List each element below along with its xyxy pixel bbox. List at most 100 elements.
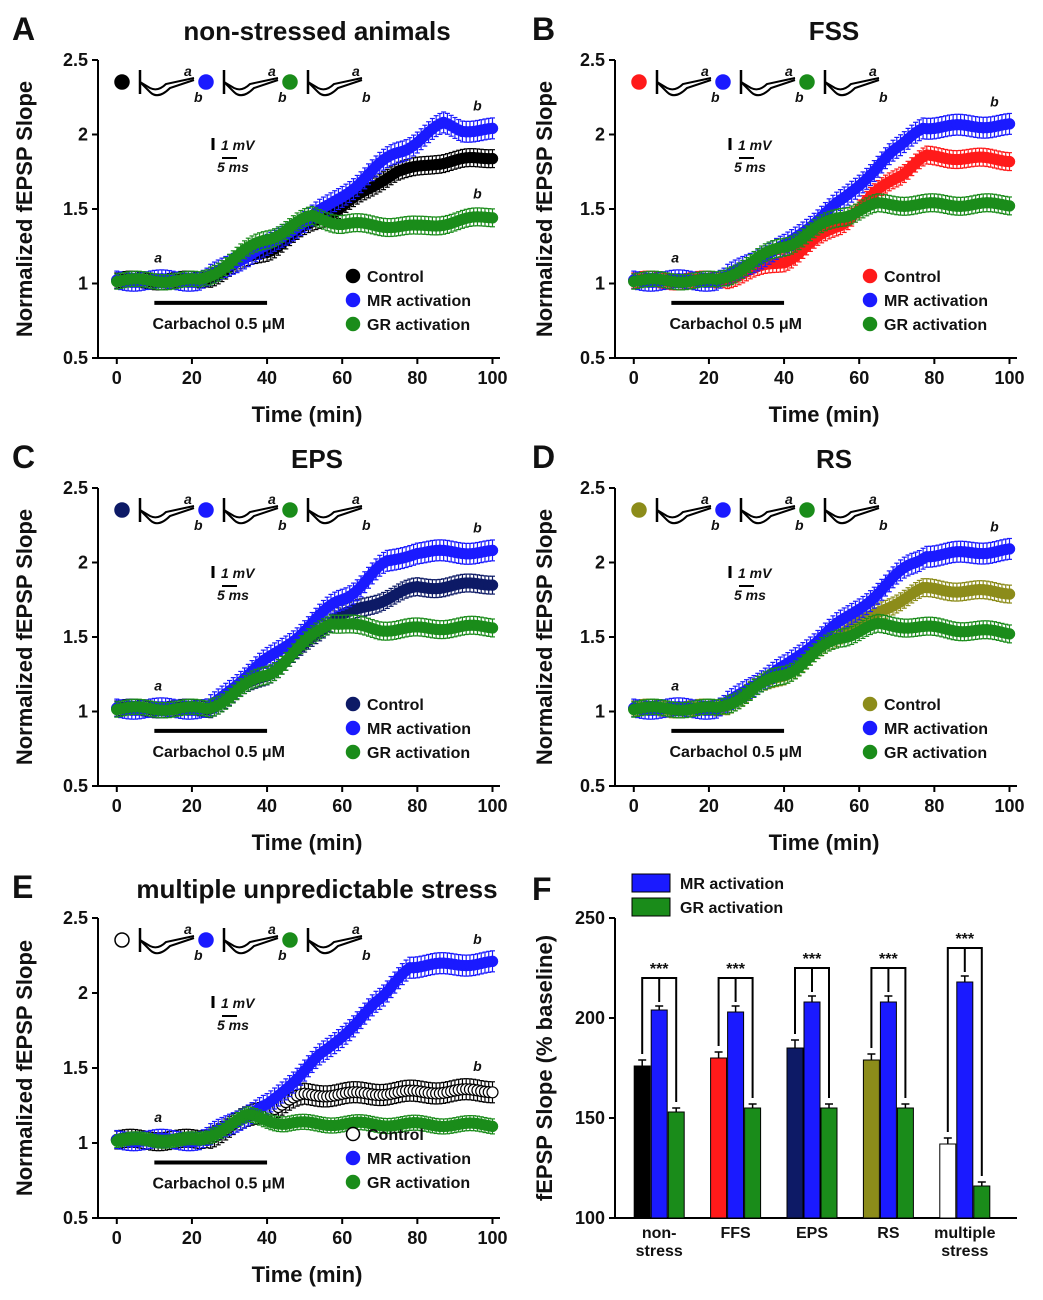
carbachol-label: Carbachol 0.5 μM (152, 744, 285, 761)
data-point (1003, 543, 1016, 555)
series-gr-activation (111, 205, 499, 291)
trace-b (740, 79, 796, 97)
legend-label: MR activation (884, 293, 988, 310)
trace-label-b: b (194, 517, 203, 533)
y-tick-label: 1.5 (63, 627, 88, 647)
trace-label-b: b (711, 89, 720, 105)
trace-dot (715, 74, 731, 90)
trace-inset-mr-activation: ab (198, 491, 287, 533)
data-point (1003, 118, 1016, 130)
trace-a (307, 505, 363, 519)
trace-inset-mr-activation: ab (198, 63, 287, 105)
data-point (486, 212, 499, 224)
data-point (1003, 200, 1016, 212)
legend-marker (862, 268, 878, 284)
legend-marker (345, 268, 361, 284)
y-tick-label: 0.5 (580, 348, 605, 368)
scale-mv: 1 mV (738, 137, 773, 153)
y-tick-label: 1.5 (63, 199, 88, 219)
trace-dot (631, 74, 647, 90)
trace-a (656, 77, 712, 91)
trace-dot (282, 74, 298, 90)
x-tick-label: 100 (994, 796, 1024, 816)
panel-title: RS (816, 444, 852, 474)
x-tick-label: 60 (849, 368, 869, 388)
trace-label-b: b (278, 517, 287, 533)
y-tick-label: 0.5 (580, 776, 605, 796)
legend-label: MR activation (367, 721, 471, 738)
x-tick-label: 80 (924, 796, 944, 816)
x-tick-label: 100 (477, 368, 507, 388)
trace-b (223, 79, 279, 97)
trace-inset-control: ab (114, 63, 203, 105)
x-tick-label: 40 (257, 368, 277, 388)
data-point (1003, 155, 1016, 168)
panel-title: non-stressed animals (183, 16, 450, 46)
x-tick-label: 60 (332, 796, 352, 816)
trace-dot (799, 74, 815, 90)
trace-b (139, 79, 195, 97)
x-tick-label: 0 (112, 368, 122, 388)
trace-b (824, 79, 880, 97)
trace-a (307, 77, 363, 91)
trace-a (139, 505, 195, 519)
series-mr-activation (111, 111, 499, 292)
trace-a (740, 77, 796, 91)
x-tick-label: 20 (182, 368, 202, 388)
data-point (486, 122, 499, 135)
panel-D: D RS 0.5 1 1.5 2 2.5 0 20 40 60 80 100 Time (min) Norm… (532, 439, 1025, 855)
label-a: a (154, 678, 162, 694)
trace-b (307, 79, 363, 97)
y-tick-label: 0.5 (63, 776, 88, 796)
y-tick-label: 2.5 (580, 50, 605, 70)
y-tick-label: 1.5 (580, 627, 605, 647)
trace-dot (198, 502, 214, 518)
legend-label: GR activation (367, 745, 470, 762)
panel-C: C EPS 0.5 1 1.5 2 2.5 0 20 40 60 80 100 Time (min) Nor… (12, 439, 508, 855)
x-tick-label: 60 (849, 796, 869, 816)
label-a: a (154, 250, 162, 266)
legend-label: Control (367, 269, 424, 286)
y-tick-label: 1 (595, 274, 605, 294)
legend-marker (345, 696, 361, 712)
label-b-top: b (990, 93, 999, 109)
data-point (486, 622, 499, 634)
trace-dot (198, 74, 214, 90)
x-tick-label: 80 (407, 368, 427, 388)
x-tick-label: 20 (699, 368, 719, 388)
legend-label: MR activation (367, 293, 471, 310)
data-point (486, 544, 499, 557)
legend-marker (862, 292, 878, 308)
y-tick-label: 2 (595, 125, 605, 145)
y-tick-label: 2 (595, 553, 605, 573)
legend-label: GR activation (367, 317, 470, 334)
x-axis-label: Time (min) (769, 830, 880, 855)
scale-mv: 1 mV (221, 565, 256, 581)
trace-label-a: a (184, 491, 192, 507)
trace-b (307, 507, 363, 525)
panel-B: B FSS 0.5 1 1.5 2 2.5 0 20 40 60 80 100 Time (min) Nor… (532, 11, 1025, 427)
trace-label-a: a (701, 63, 709, 79)
trace-label-b: b (362, 89, 371, 105)
legend-label: Control (367, 697, 424, 714)
panel-letter: D (532, 439, 555, 475)
trace-label-a: a (268, 63, 276, 79)
y-axis-label: Normalized fEPSP Slope (532, 81, 557, 337)
trace-dot (114, 74, 130, 90)
trace-inset-control: ab (114, 491, 203, 533)
legend-label: Control (884, 269, 941, 286)
x-tick-label: 80 (407, 796, 427, 816)
trace-label-a: a (352, 63, 360, 79)
x-axis-label: Time (min) (252, 402, 363, 427)
x-tick-label: 0 (629, 368, 639, 388)
carbachol-label: Carbachol 0.5 μM (669, 316, 802, 333)
x-tick-label: 40 (774, 796, 794, 816)
scale-ms: 5 ms (734, 159, 766, 175)
label-a: a (671, 250, 679, 266)
series-gr-activation (628, 193, 1016, 291)
trace-label-b: b (879, 89, 888, 105)
panel-letter: A (12, 11, 35, 47)
y-tick-label: 0.5 (63, 348, 88, 368)
x-axis-label: Time (min) (252, 830, 363, 855)
scale-mv: 1 mV (221, 137, 256, 153)
